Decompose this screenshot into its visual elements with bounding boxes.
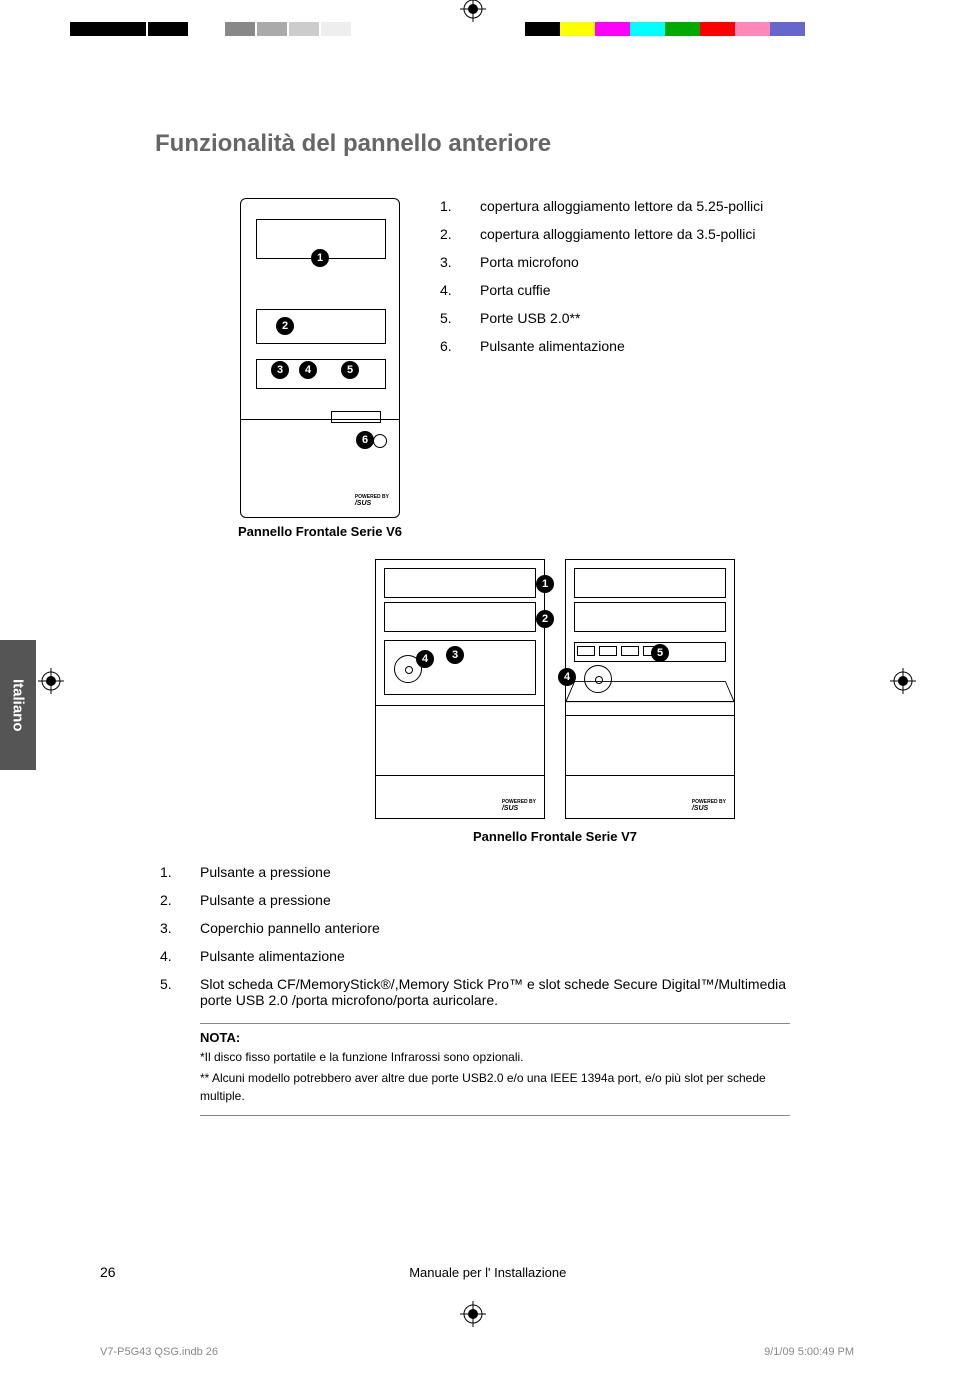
v6-tower-illustration: 1 2 3 4 5 6 /SUS xyxy=(240,198,400,518)
callout-5: 5 xyxy=(341,361,359,379)
legend-text: Pulsante a pressione xyxy=(200,892,800,908)
print-timestamp: 9/1/09 5:00:49 PM xyxy=(764,1346,854,1358)
legend-num: 5. xyxy=(160,976,200,1008)
asus-logo: /SUS xyxy=(692,799,726,812)
callout-1: 1 xyxy=(536,575,554,593)
callout-6: 6 xyxy=(356,431,374,449)
asus-logo: /SUS xyxy=(355,494,389,507)
v7-tower-left: 1 2 3 4 /SUS xyxy=(375,559,545,819)
callout-4: 4 xyxy=(416,650,434,668)
registration-target-icon xyxy=(38,668,64,699)
color-bars xyxy=(525,22,805,36)
v7-tower-right: 5 4 /SUS xyxy=(565,559,735,819)
legend-num: 4. xyxy=(440,282,470,298)
legend-num: 5. xyxy=(440,310,470,326)
legend-v6: 1.copertura alloggiamento lettore da 5.2… xyxy=(440,198,860,539)
legend-num: 2. xyxy=(440,226,470,242)
nota-line2: ** Alcuni modello potrebbero aver altre … xyxy=(200,1069,790,1105)
registration-target-icon xyxy=(460,1301,486,1332)
legend-text: Pulsante a pressione xyxy=(200,864,800,880)
page-content: Funzionalità del pannello anteriore 1 2 … xyxy=(100,80,860,1280)
legend-text: copertura alloggiamento lettore da 5.25-… xyxy=(470,198,860,214)
registration-target-icon xyxy=(890,668,916,699)
section-v6: 1 2 3 4 5 6 /SUS Pannello Frontale Serie… xyxy=(230,198,860,539)
page-title: Funzionalità del pannello anteriore xyxy=(155,130,860,158)
footer-title: Manuale per l' Installazione xyxy=(116,1265,860,1280)
legend-text: Pulsante alimentazione xyxy=(470,338,860,354)
print-footer: V7-P5G43 QSG.indb 26 9/1/09 5:00:49 PM xyxy=(100,1346,854,1358)
callout-2: 2 xyxy=(536,610,554,628)
v6-diagram: 1 2 3 4 5 6 /SUS Pannello Frontale Serie… xyxy=(230,198,410,539)
legend-text: Pulsante alimentazione xyxy=(200,948,800,964)
legend-text: Coperchio pannello anteriore xyxy=(200,920,800,936)
callout-3: 3 xyxy=(446,646,464,664)
legend-num: 4. xyxy=(160,948,200,964)
grey-bars xyxy=(225,22,351,36)
v7-caption: Pannello Frontale Serie V7 xyxy=(250,829,860,844)
asus-logo: /SUS xyxy=(502,799,536,812)
page-footer: 26 Manuale per l' Installazione xyxy=(100,1264,860,1280)
legend-text: Slot scheda CF/MemoryStick®/,Memory Stic… xyxy=(200,976,800,1008)
callout-5: 5 xyxy=(651,644,669,662)
legend-text: copertura alloggiamento lettore da 3.5-p… xyxy=(470,226,860,242)
page-number: 26 xyxy=(100,1264,116,1280)
registration-target-icon xyxy=(460,0,486,27)
callout-4: 4 xyxy=(299,361,317,379)
legend-num: 2. xyxy=(160,892,200,908)
callout-3: 3 xyxy=(271,361,289,379)
legend-text: Porte USB 2.0** xyxy=(470,310,860,326)
nota-line1: *Il disco fisso portatile e la funzione … xyxy=(200,1048,790,1066)
section-v7: 1 2 3 4 /SUS 5 4 /SUS Pa xyxy=(250,559,860,844)
legend-text: Porta cuffie xyxy=(470,282,860,298)
legend-num: 3. xyxy=(440,254,470,270)
black-bars xyxy=(70,22,188,36)
legend-num: 1. xyxy=(160,864,200,880)
v6-caption: Pannello Frontale Serie V6 xyxy=(230,524,410,539)
legend-num: 1. xyxy=(440,198,470,214)
print-file: V7-P5G43 QSG.indb 26 xyxy=(100,1346,218,1358)
nota-title: NOTA: xyxy=(200,1030,790,1045)
v7-diagrams: 1 2 3 4 /SUS 5 4 /SUS xyxy=(250,559,860,819)
legend-num: 3. xyxy=(160,920,200,936)
legend-v7: 1.Pulsante a pressione 2.Pulsante a pres… xyxy=(160,864,860,1008)
language-tab: Italiano xyxy=(0,640,36,770)
nota-block: NOTA: *Il disco fisso portatile e la fun… xyxy=(200,1023,790,1116)
legend-text: Porta microfono xyxy=(470,254,860,270)
legend-num: 6. xyxy=(440,338,470,354)
callout-2: 2 xyxy=(276,317,294,335)
callout-1: 1 xyxy=(311,249,329,267)
